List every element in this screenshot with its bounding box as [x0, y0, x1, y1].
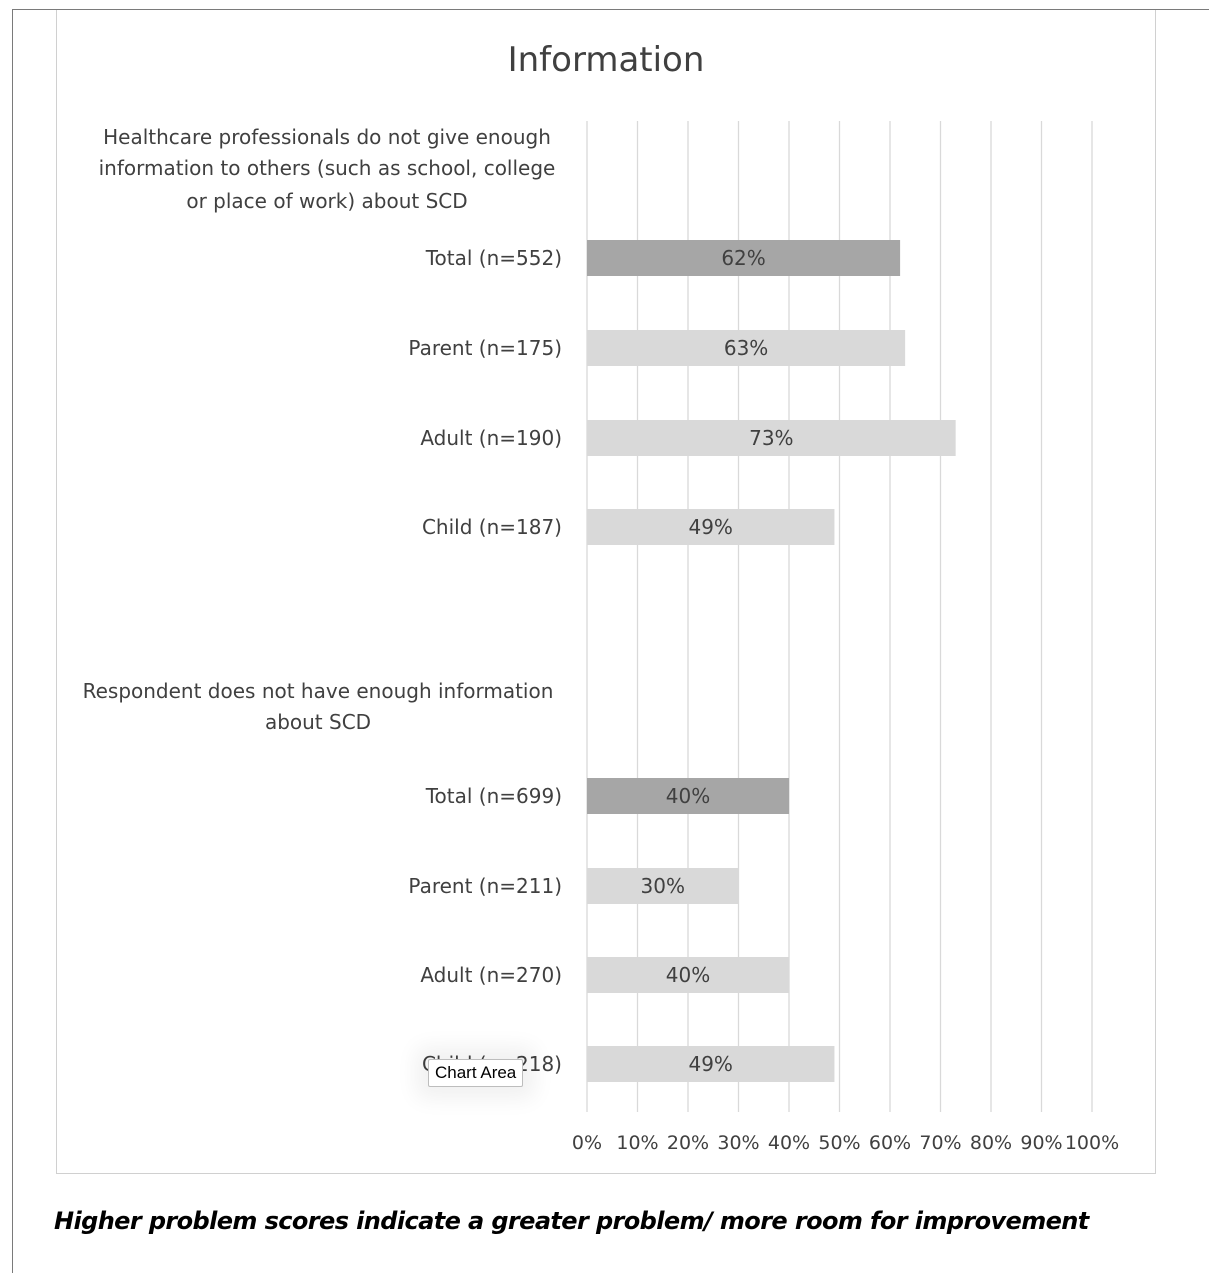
chart-title: Information [508, 40, 705, 80]
group-heading-line: or place of work) about SCD [186, 189, 467, 213]
bar-category-label: Total (n=552) [425, 246, 562, 270]
bar-category-label: Child (n=187) [422, 515, 562, 539]
x-tick-label: 80% [970, 1132, 1012, 1154]
x-tick-label: 10% [616, 1132, 658, 1154]
bar-category-label: Adult (n=190) [420, 426, 562, 450]
category-labels: Healthcare professionals do not give eno… [83, 125, 562, 1076]
x-tick-label: 50% [818, 1132, 860, 1154]
bar[interactable] [587, 420, 956, 456]
bar-value-label: 49% [688, 1052, 732, 1076]
group-heading-line: information to others (such as school, c… [99, 156, 556, 180]
bar-value-label: 73% [749, 426, 793, 450]
bar[interactable] [587, 868, 739, 904]
x-tick-label: 90% [1020, 1132, 1062, 1154]
bar[interactable] [587, 778, 789, 814]
bar-category-label: Parent (n=175) [408, 336, 562, 360]
bar-value-label: 40% [666, 963, 710, 987]
chart-area-frame[interactable] [56, 10, 1156, 1174]
bar[interactable] [587, 509, 835, 545]
x-tick-label: 30% [717, 1132, 759, 1154]
group-heading-line: about SCD [265, 710, 371, 734]
grid-lines [586, 121, 1093, 1112]
bar-category-label: Parent (n=211) [408, 874, 562, 898]
bar-value-label: 62% [721, 246, 765, 270]
x-axis-ticks: 0% 10% 20% 30% 40% 50% 60% 70% 80% 90% 100% [572, 1132, 1119, 1154]
x-tick-label: 70% [919, 1132, 961, 1154]
bar[interactable] [587, 1046, 835, 1082]
footnote: Higher problem scores indicate a greater… [54, 1207, 1089, 1235]
page-border-top [12, 9, 1209, 10]
bar[interactable] [587, 957, 789, 993]
x-tick-label: 0% [572, 1132, 602, 1154]
x-tick-label: 60% [869, 1132, 911, 1154]
bar-value-label: 40% [666, 784, 710, 808]
x-tick-label: 100% [1065, 1132, 1119, 1154]
bar-value-label: 63% [724, 336, 768, 360]
x-tick-label: 40% [768, 1132, 810, 1154]
bar-category-label: Adult (n=270) [420, 963, 562, 987]
bar[interactable] [587, 330, 906, 366]
group-heading-line: Healthcare professionals do not give eno… [103, 125, 551, 149]
bar-value-label: 49% [688, 515, 732, 539]
bar[interactable] [587, 240, 901, 276]
bars: 62% 63% 73% 49% 40% 30% 40% 49% [587, 240, 956, 1082]
group-heading-line: Respondent does not have enough informat… [83, 679, 554, 703]
page-border-left [12, 9, 13, 1273]
x-tick-label: 20% [667, 1132, 709, 1154]
bar-category-label: Total (n=699) [425, 784, 562, 808]
bar-value-label: 30% [641, 874, 685, 898]
chart-area-tooltip: Chart Area [428, 1059, 524, 1087]
